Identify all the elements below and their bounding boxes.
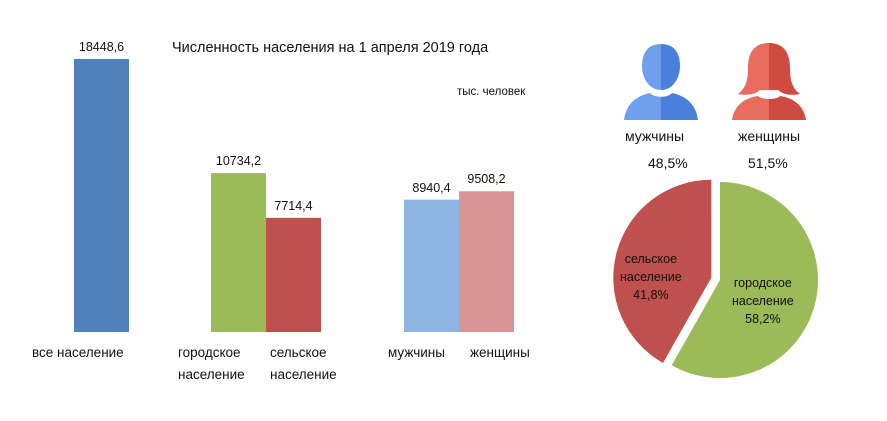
pie-slice-rural (613, 179, 712, 363)
bar-men (404, 199, 459, 332)
female-silhouette-icon (732, 43, 806, 120)
category-label-men: мужчины (388, 345, 445, 360)
bar-all (74, 58, 129, 332)
bar-value-label-urban: 10734,2 (215, 154, 262, 169)
category-label-all: все население (32, 345, 124, 360)
bar-value-label-all: 18448,6 (78, 39, 125, 54)
women-percent: 51,5% (748, 155, 788, 171)
category-label-women: женщины (470, 345, 530, 360)
category-label-rural: сельское население (270, 345, 337, 382)
bar-chart (74, 58, 514, 332)
pie-slice-urban (671, 182, 818, 378)
male-silhouette-icon (624, 44, 698, 120)
pie-label-rural: сельское население 41,8% (620, 252, 682, 302)
category-label-urban: городское население (178, 345, 245, 382)
pie-label-urban: городское население 58,2% (732, 276, 794, 326)
chart-title: Численность населения на 1 апреля 2019 г… (172, 40, 489, 56)
men-percent: 48,5% (648, 155, 688, 171)
bar-women (459, 191, 514, 332)
bar-rural (266, 217, 321, 332)
women-label: женщины (738, 128, 801, 144)
unit-label: тыс. человек (457, 86, 526, 98)
pie-chart (613, 179, 818, 378)
men-label: мужчины (625, 128, 685, 144)
bar-value-label-women: 9508,2 (467, 172, 506, 187)
bar-value-label-rural: 7714,4 (274, 198, 313, 213)
bar-urban (211, 173, 266, 332)
bar-value-label-men: 8940,4 (412, 180, 451, 195)
